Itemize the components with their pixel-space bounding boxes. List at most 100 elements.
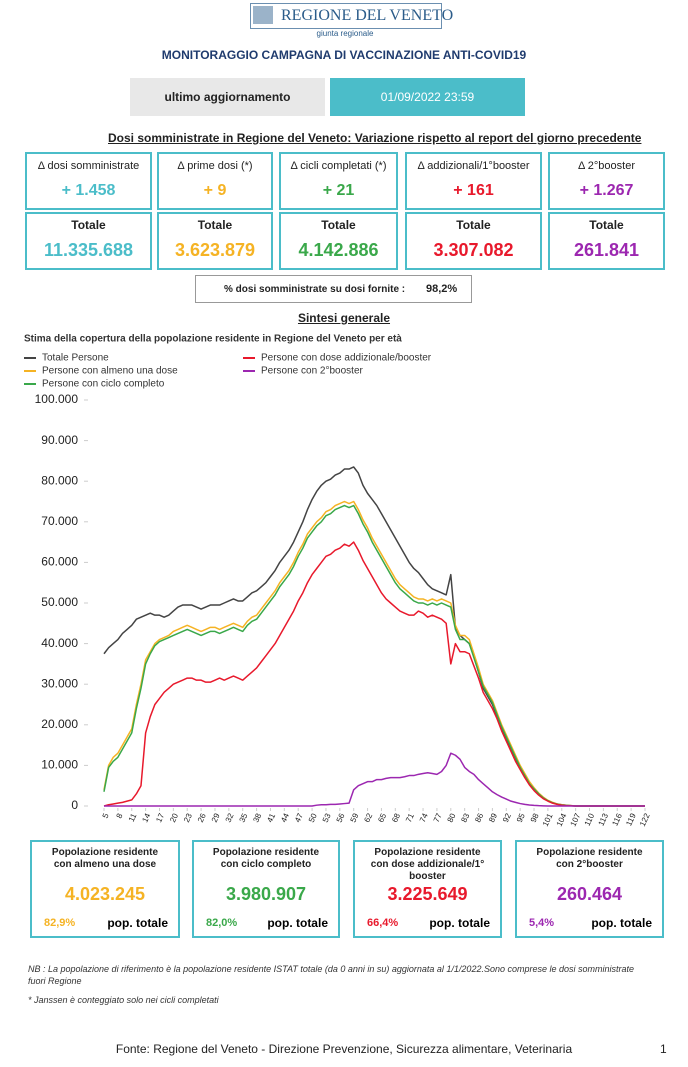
summary-title: Sintesi generale xyxy=(297,311,391,325)
card-label: Δ prime dosi (*) xyxy=(177,160,253,172)
coverage-label: Popolazione residente con dose addiziona… xyxy=(370,847,485,882)
card-label: Δ dosi somministrate xyxy=(37,160,140,172)
x-tick-label: 8 xyxy=(115,811,125,819)
x-tick-label: 47 xyxy=(293,811,305,823)
card-total: 3.623.879 xyxy=(174,240,256,260)
x-tick-label: 89 xyxy=(487,811,499,823)
series-line xyxy=(103,466,645,807)
card-label: Δ addizionali/1°booster xyxy=(417,160,530,172)
coverage-pct-label: pop. totale xyxy=(107,916,168,930)
dose-card-total: Totale 4.142.886 xyxy=(279,212,398,270)
dose-card: Δ cicli completati (*) + 21 xyxy=(279,152,398,210)
coverage-pct-label: pop. totale xyxy=(591,916,652,930)
y-tick-label: 100.000 xyxy=(35,392,79,406)
card-delta: + 1.458 xyxy=(61,182,116,199)
dose-card: Δ dosi somministrate + 1.458 xyxy=(25,152,152,210)
update-value: 01/09/2022 23:59 xyxy=(330,78,525,116)
x-tick-label: 101 xyxy=(541,811,555,827)
x-tick-label: 95 xyxy=(515,811,527,823)
chart-title: Stima della copertura della popolazione … xyxy=(24,334,402,345)
legend-label: Persone con dose addizionale/booster xyxy=(261,353,432,364)
logo-frame: REGIONE DEL VENETO xyxy=(250,3,453,29)
coverage-pct: 82,0% xyxy=(206,917,238,929)
coverage-pct-label: pop. totale xyxy=(429,916,490,930)
coverage-pct: 66,4% xyxy=(367,917,399,929)
coverage-label: Popolazione residente con 2°booster xyxy=(536,847,643,870)
x-tick-label: 122 xyxy=(638,811,652,827)
x-tick-label: 29 xyxy=(210,811,222,823)
series-line xyxy=(103,541,645,807)
card-delta: + 161 xyxy=(453,182,494,199)
card-total: 3.307.082 xyxy=(433,240,514,260)
y-tick-label: 90.000 xyxy=(41,433,78,447)
x-tick-label: 74 xyxy=(418,811,430,823)
card-total-label: Totale xyxy=(71,218,106,232)
x-tick-label: 26 xyxy=(196,811,208,823)
x-tick-label: 53 xyxy=(321,811,333,823)
card-total-label: Totale xyxy=(456,218,491,232)
card-total-label: Totale xyxy=(589,218,624,232)
x-tick-label: 107 xyxy=(569,811,583,827)
y-tick-label: 0 xyxy=(71,798,78,812)
percent-value: 98,2% xyxy=(426,283,458,295)
page-number: 1 xyxy=(660,1042,667,1056)
x-tick-label: 71 xyxy=(404,811,416,823)
legend-label: Persone con ciclo completo xyxy=(42,379,165,390)
dose-card: Δ 2°booster + 1.267 xyxy=(548,152,665,210)
dose-card-total: Totale 11.335.688 xyxy=(25,212,152,270)
x-tick-label: 104 xyxy=(555,811,569,827)
coverage-pct: 5,4% xyxy=(529,917,555,929)
x-tick-label: 83 xyxy=(459,811,471,823)
y-tick-label: 50.000 xyxy=(41,595,78,609)
x-tick-label: 32 xyxy=(224,811,236,823)
percent-label: % dosi somministrate su dosi fornite : xyxy=(224,284,406,295)
card-delta: + 21 xyxy=(322,182,355,199)
chart: Stima della copertura della popolazione … xyxy=(24,334,652,828)
percent-box: % dosi somministrate su dosi fornite : 9… xyxy=(195,275,472,303)
x-tick-label: 50 xyxy=(307,811,319,823)
coverage-label: Popolazione residente con almeno una dos… xyxy=(51,847,159,870)
x-tick-label: 65 xyxy=(376,811,388,823)
series-line xyxy=(104,752,645,807)
card-label: Δ cicli completati (*) xyxy=(290,160,387,172)
x-tick-label: 68 xyxy=(390,811,402,823)
x-tick-label: 23 xyxy=(182,811,194,823)
y-tick-label: 60.000 xyxy=(41,555,78,569)
legend-label: Persone con 2°booster xyxy=(261,366,364,377)
y-tick-label: 30.000 xyxy=(41,676,78,690)
card-total: 4.142.886 xyxy=(298,240,379,260)
legend-label: Totale Persone xyxy=(42,353,109,364)
card-delta: + 9 xyxy=(203,182,227,199)
note: * Janssen è conteggiato solo nei cicli c… xyxy=(28,995,219,1005)
card-label: Δ 2°booster xyxy=(577,160,635,172)
x-tick-label: 20 xyxy=(168,811,180,823)
coverage-card: Popolazione residente con dose addiziona… xyxy=(353,840,502,938)
coverage-pct-label: pop. totale xyxy=(267,916,328,930)
x-tick-label: 80 xyxy=(446,811,458,823)
coverage-value: 3.980.907 xyxy=(225,884,307,904)
y-tick-label: 40.000 xyxy=(41,636,78,650)
x-tick-label: 41 xyxy=(265,811,277,823)
y-tick-label: 80.000 xyxy=(41,473,78,487)
coverage-card: Popolazione residente con ciclo completo… xyxy=(192,840,340,938)
card-total: 261.841 xyxy=(573,240,640,260)
x-tick-label: 5 xyxy=(101,811,111,819)
coverage-card: Popolazione residente con 2°booster 260.4… xyxy=(515,840,664,938)
x-tick-label: 38 xyxy=(251,811,263,823)
x-tick-label: 56 xyxy=(335,811,347,823)
logo-emblem xyxy=(253,6,273,24)
x-tick-label: 11 xyxy=(127,811,139,823)
page-title: MONITORAGGIO CAMPAGNA DI VACCINAZIONE AN… xyxy=(161,48,527,62)
x-tick-label: 113 xyxy=(597,811,611,827)
coverage-value: 4.023.245 xyxy=(64,884,146,904)
x-tick-label: 59 xyxy=(348,811,360,823)
card-delta: + 1.267 xyxy=(579,182,634,199)
dose-card-total: Totale 261.841 xyxy=(548,212,665,270)
footer-source: Fonte: Regione del Veneto - Direzione Pr… xyxy=(115,1042,573,1056)
coverage-card: Popolazione residente con almeno una dos… xyxy=(30,840,180,938)
x-tick-label: 35 xyxy=(238,811,250,823)
legend-label: Persone con almeno una dose xyxy=(42,366,178,377)
y-tick-label: 10.000 xyxy=(41,758,78,772)
update-label: ultimo aggiornamento xyxy=(130,78,325,116)
